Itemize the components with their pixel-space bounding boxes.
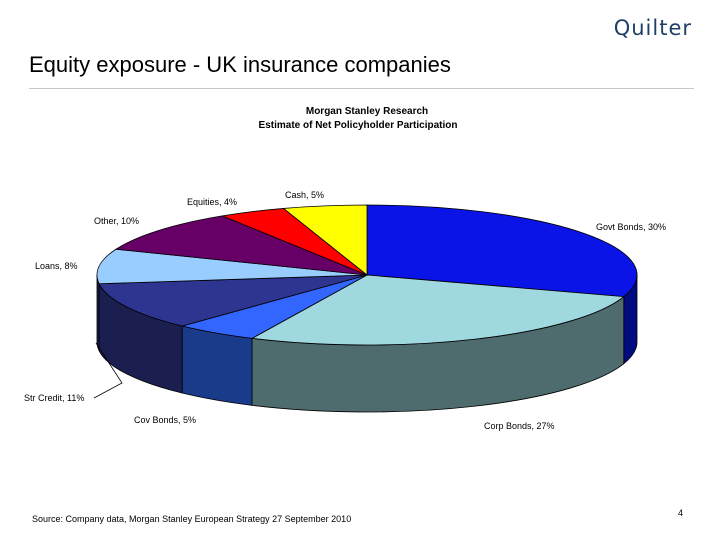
label-cov-bonds: Cov Bonds, 5%	[134, 415, 196, 425]
pie-side-loans	[96, 274, 100, 351]
pie-slice-govt-bonds	[366, 204, 638, 298]
label-corp-bonds: Corp Bonds, 27%	[484, 421, 555, 431]
label-loans: Loans, 8%	[35, 261, 78, 271]
pie-slice-str-credit	[98, 274, 368, 327]
title-divider	[29, 88, 694, 89]
label-equities: Equities, 4%	[187, 197, 237, 207]
pie-slice-corp-bonds	[250, 274, 625, 346]
pie-sides	[96, 274, 638, 413]
pie-slice-other	[114, 215, 368, 276]
page-number: 4	[677, 508, 683, 518]
quilter-logo: Quilter	[613, 16, 692, 40]
leader-line-str-credit	[93, 342, 123, 399]
slice-labels: Govt Bonds, 30% Corp Bonds, 27% Cov Bonds,…	[24, 190, 666, 431]
label-str-credit: Str Credit, 11%	[24, 393, 84, 403]
slide-title: Equity exposure - UK insurance companies	[29, 52, 451, 77]
chart-title-line-1: Morgan Stanley Research	[306, 106, 428, 117]
label-leader-lines	[93, 342, 123, 399]
pie-slice-loans	[96, 248, 368, 285]
chart-title-line-2: Estimate of Net Policyholder Participati…	[259, 120, 458, 131]
pie-slice-cash	[282, 204, 368, 276]
label-other: Other, 10%	[94, 216, 139, 226]
pie-side-cov-bonds	[181, 325, 253, 406]
label-govt-bonds: Govt Bonds, 30%	[596, 222, 666, 232]
pie-slices	[96, 204, 638, 346]
source-note: Source: Company data, Morgan Stanley Eur…	[32, 514, 352, 524]
label-cash: Cash, 5%	[285, 190, 324, 200]
